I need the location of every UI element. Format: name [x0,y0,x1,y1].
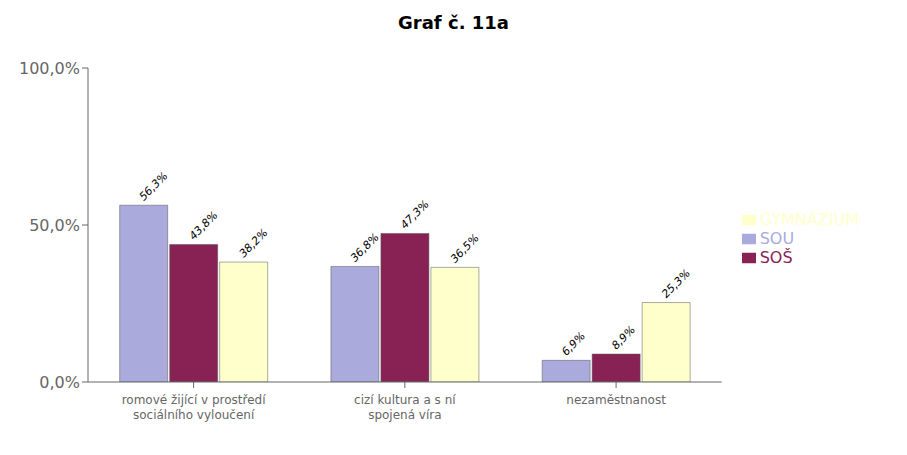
html-text:SOU: SOU [759,228,795,248]
html-text:GYMNÁZIUM: GYMNÁZIUM [759,209,859,229]
svg-text:50,0%: 50,0% [29,216,80,235]
svg-text:43,8%: 43,8% [187,209,221,243]
svg-text:47,3%: 47,3% [398,198,432,232]
svg-text:6,9%: 6,9% [559,329,588,358]
html-text:SOŠ: SOŠ [759,247,793,267]
svg-text:36,5%: 36,5% [448,232,482,266]
svg-text:cizí kultura a s níspojená vír: cizí kultura a s níspojená víra [354,393,456,422]
svg-text:nezaměstnanost: nezaměstnanost [566,393,666,407]
svg-text:romové žijící v prostředísociá: romové žijící v prostředísociálního vylo… [122,393,267,422]
svg-text:38,2%: 38,2% [237,226,271,260]
svg-text:100,0%: 100,0% [19,59,80,78]
svg-text:36,8%: 36,8% [348,231,382,265]
svg-text:56,3%: 56,3% [137,169,171,203]
html-text:Graf č. 11a: Graf č. 11a [398,12,509,33]
svg-text:8,9%: 8,9% [609,323,638,352]
svg-text:0,0%: 0,0% [39,373,80,392]
svg-text:25,3%: 25,3% [659,267,693,301]
